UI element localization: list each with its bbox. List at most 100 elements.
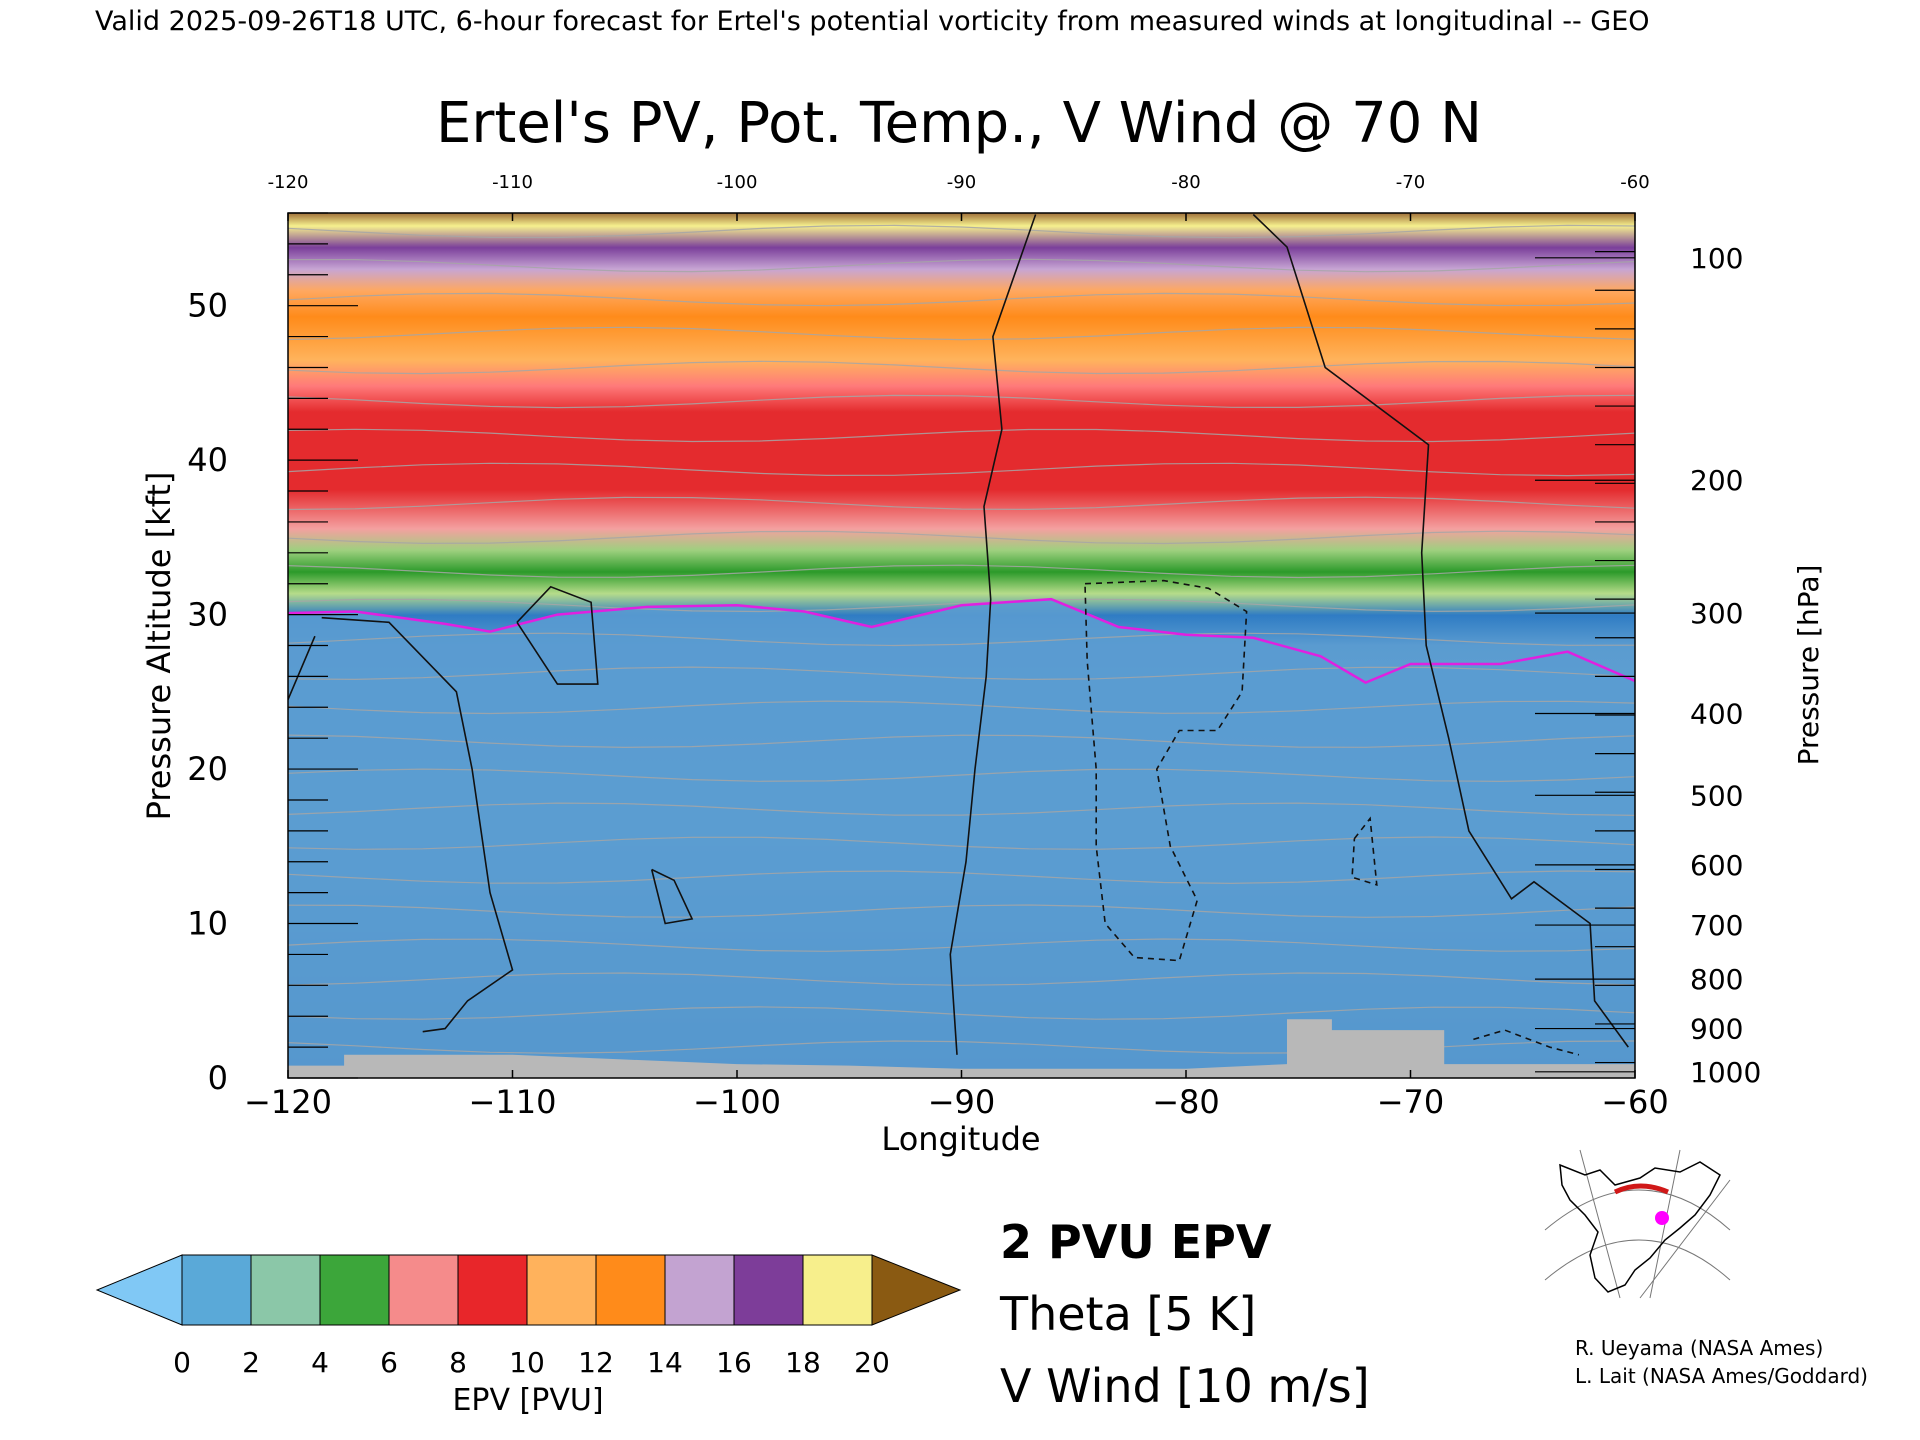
colorbar-tick-label: 2	[242, 1346, 260, 1379]
theta-contours	[288, 224, 1635, 1054]
v-wind-contour	[1252, 213, 1629, 1048]
x-tick-label: −60	[1601, 1083, 1669, 1121]
credit-line-2: L. Lait (NASA Ames/Goddard)	[1575, 1364, 1868, 1388]
colorbar-label: EPV [PVU]	[452, 1383, 603, 1418]
x-axis-label: Longitude	[881, 1120, 1040, 1158]
theta-contour	[288, 904, 1635, 918]
y2-tick-label: 1000	[1690, 1056, 1761, 1089]
x-top-tick-label: -110	[492, 172, 533, 193]
legend-theta: Theta [5 K]	[999, 1287, 1256, 1341]
theta-contour	[288, 632, 1635, 647]
theta-contour	[288, 394, 1635, 409]
colorbar-tick-label: 14	[647, 1346, 683, 1379]
surface-terrain	[288, 1019, 1635, 1078]
theta-contour	[288, 428, 1635, 443]
colorbar-segment	[733, 1254, 804, 1326]
map-section-line	[1613, 1183, 1669, 1195]
y-tick-label: 50	[187, 287, 228, 325]
theta-contour	[288, 360, 1635, 375]
y2-tick-label: 200	[1690, 464, 1743, 497]
y2-tick-label: 800	[1690, 963, 1743, 996]
v-wind-contour	[1473, 1029, 1580, 1056]
pv-2pvu-contour	[288, 597, 1635, 684]
colorbar-segment	[319, 1254, 390, 1326]
theta-contour	[288, 700, 1635, 715]
theta-contour	[288, 768, 1635, 783]
colorbar-tick-label: 0	[173, 1346, 191, 1379]
colorbar-segment	[526, 1254, 597, 1326]
v-wind-contour	[1084, 579, 1248, 962]
legend-pv: 2 PVU EPV	[1000, 1215, 1272, 1269]
v-wind-contour	[949, 214, 1037, 1055]
colorbar-segment	[250, 1254, 321, 1326]
plot-area	[288, 213, 1635, 1078]
theta-contour	[288, 666, 1635, 681]
y2-axis-label: Pressure [hPa]	[1792, 565, 1825, 766]
x-axis-bottom: −120 −110 −100 −90 −80 −70 −60	[244, 1070, 1669, 1121]
v-wind-contour	[650, 868, 694, 925]
colorbar-segment	[388, 1254, 459, 1326]
colorbar-tick-label: 12	[578, 1346, 614, 1379]
y2-tick-label: 900	[1690, 1013, 1743, 1046]
theta-contour	[288, 326, 1635, 341]
colorbar-segment	[595, 1254, 666, 1326]
colorbar-over-arrow	[871, 1254, 962, 1326]
v-wind-contours	[288, 213, 1629, 1056]
theta-contour	[288, 734, 1635, 749]
x-top-tick-label: -90	[947, 172, 976, 193]
legend: 2 PVU EPV Theta [5 K] V Wind [10 m/s]	[999, 1215, 1370, 1413]
locator-map	[1537, 1149, 1732, 1299]
y-tick-label: 10	[187, 905, 228, 943]
blue-region-fill	[288, 599, 1635, 1078]
y2-tick-label: 300	[1690, 597, 1743, 630]
theta-contour	[288, 496, 1635, 511]
theta-contour	[288, 292, 1635, 307]
y2-tick-label: 500	[1690, 779, 1743, 812]
y-tick-label: 40	[187, 441, 228, 479]
map-graticule	[1544, 1149, 1731, 1299]
x-tick-label: −70	[1377, 1083, 1445, 1121]
colorbar-tick-label: 16	[716, 1346, 752, 1379]
colorbar-segment	[664, 1254, 735, 1326]
x-top-tick-label: -100	[717, 172, 758, 193]
colorbar-tick-label: 10	[509, 1346, 545, 1379]
v-wind-contour	[1351, 816, 1378, 887]
x-tick-label: −80	[1152, 1083, 1220, 1121]
colorbar-tick-label: 8	[449, 1346, 467, 1379]
theta-contour	[288, 938, 1635, 952]
map-coastline	[1559, 1161, 1721, 1293]
v-wind-contour	[321, 616, 514, 1033]
x-tick-label: −90	[928, 1083, 996, 1121]
y-axis-right: 100 200 300 400 500 600 700 800 900 1000	[1535, 242, 1761, 1089]
y-tick-label: 30	[187, 596, 228, 634]
x-tick-label: −120	[244, 1083, 332, 1121]
x-axis-top: -120 -110 -100 -90 -80 -70 -60	[268, 172, 1650, 221]
map-location-marker	[1655, 1211, 1669, 1225]
colorbar-under-arrow	[95, 1254, 183, 1326]
theta-contour	[288, 530, 1635, 545]
credit-line-1: R. Ueyama (NASA Ames)	[1575, 1336, 1823, 1360]
y-axis-left: 0 10 20 30 40 50	[187, 212, 358, 1097]
y2-tick-label: 100	[1690, 242, 1743, 275]
colorbar-segment	[457, 1254, 528, 1326]
header-text: Valid 2025-09-26T18 UTC, 6-hour forecast…	[95, 6, 1650, 37]
y2-tick-label: 700	[1690, 909, 1743, 942]
y-tick-label: 20	[187, 750, 228, 788]
theta-contour	[288, 224, 1635, 239]
colorbar-tick-label: 20	[854, 1346, 890, 1379]
theta-contour	[288, 258, 1635, 273]
theta-contour	[288, 836, 1635, 850]
y-tick-label: 0	[208, 1059, 228, 1097]
x-top-tick-label: -70	[1396, 172, 1425, 193]
colorbar-tick-label: 18	[785, 1346, 821, 1379]
y2-tick-label: 600	[1690, 849, 1743, 882]
x-tick-label: −110	[469, 1083, 557, 1121]
chart-title: Ertel's PV, Pot. Temp., V Wind @ 70 N	[436, 91, 1482, 156]
theta-contour	[288, 598, 1635, 613]
x-top-tick-label: -120	[268, 172, 309, 193]
theta-contour	[288, 1006, 1635, 1020]
x-top-tick-label: -80	[1171, 172, 1200, 193]
theta-contour	[288, 870, 1635, 885]
colorbar-tick-label: 6	[380, 1346, 398, 1379]
